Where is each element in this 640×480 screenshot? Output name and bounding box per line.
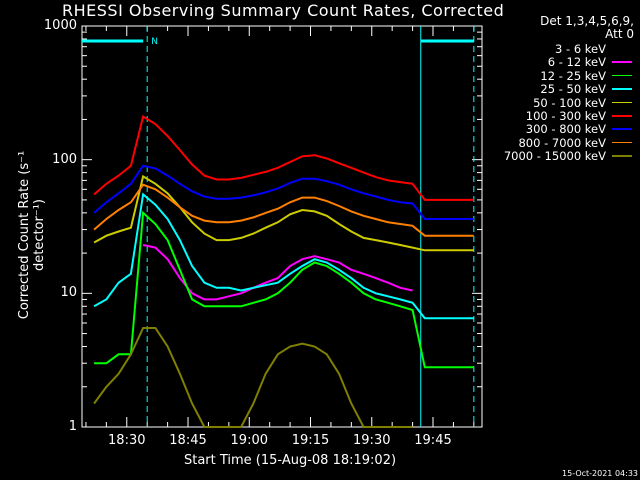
series-lines [93, 115, 474, 428]
legend-swatch [612, 155, 632, 157]
x-tick-label: 19:15 [291, 433, 330, 448]
y-tick-label: 1 [68, 419, 77, 434]
legend-swatch [612, 61, 632, 63]
legend-label: 3 - 6 keV [555, 42, 606, 56]
legend-swatch [612, 48, 632, 50]
x-tick-label: 19:45 [414, 433, 452, 448]
legend-label: 800 - 7000 keV [518, 135, 606, 150]
legend-header-line2: Att 0 [605, 27, 634, 41]
x-tick-label: 18:45 [169, 433, 207, 448]
series-line [93, 174, 474, 252]
legend-label: 50 - 100 keV [533, 95, 606, 110]
series-line [93, 327, 413, 428]
series-line [93, 183, 474, 237]
legend-label: 6 - 12 keV [547, 55, 606, 70]
x-axis-label: Start Time (15-Aug-08 18:19:02) [183, 453, 397, 468]
y-tick-label: 1000 [43, 18, 77, 33]
y-tick-label: 10 [60, 285, 77, 301]
series-line [93, 192, 474, 320]
legend-label: 25 - 50 keV [540, 82, 606, 97]
legend-label: 12 - 25 keV [540, 68, 606, 83]
x-tick-label: 18:30 [108, 433, 146, 448]
series-line [93, 164, 474, 220]
x-tick-label: 19:00 [230, 433, 268, 448]
chart-title: RHESSI Observing Summary Count Rates, Co… [62, 1, 505, 20]
legend-swatch [612, 128, 632, 130]
y-tick-label: 100 [52, 151, 77, 167]
legend-label: 100 - 300 keV [525, 109, 606, 123]
legend-swatch [612, 141, 632, 144]
flag-label: N [151, 37, 158, 47]
legend-header-line1: Det 1,3,4,5,6,9, [540, 14, 634, 28]
plot-frame [81, 25, 483, 428]
series-line [93, 115, 474, 201]
legend-label: 7000 - 15000 keV [503, 149, 606, 164]
legend-swatch [612, 101, 632, 104]
legend-swatch [612, 115, 632, 117]
time-markers: N [82, 26, 475, 427]
x-tick-label: 19:30 [353, 433, 391, 448]
legend-swatch [612, 88, 632, 90]
legend-label: 300 - 800 keV [525, 122, 606, 137]
series-line [94, 210, 474, 369]
legend-swatch [612, 74, 632, 77]
generated-timestamp: 15-Oct-2021 04:33 [562, 469, 638, 478]
